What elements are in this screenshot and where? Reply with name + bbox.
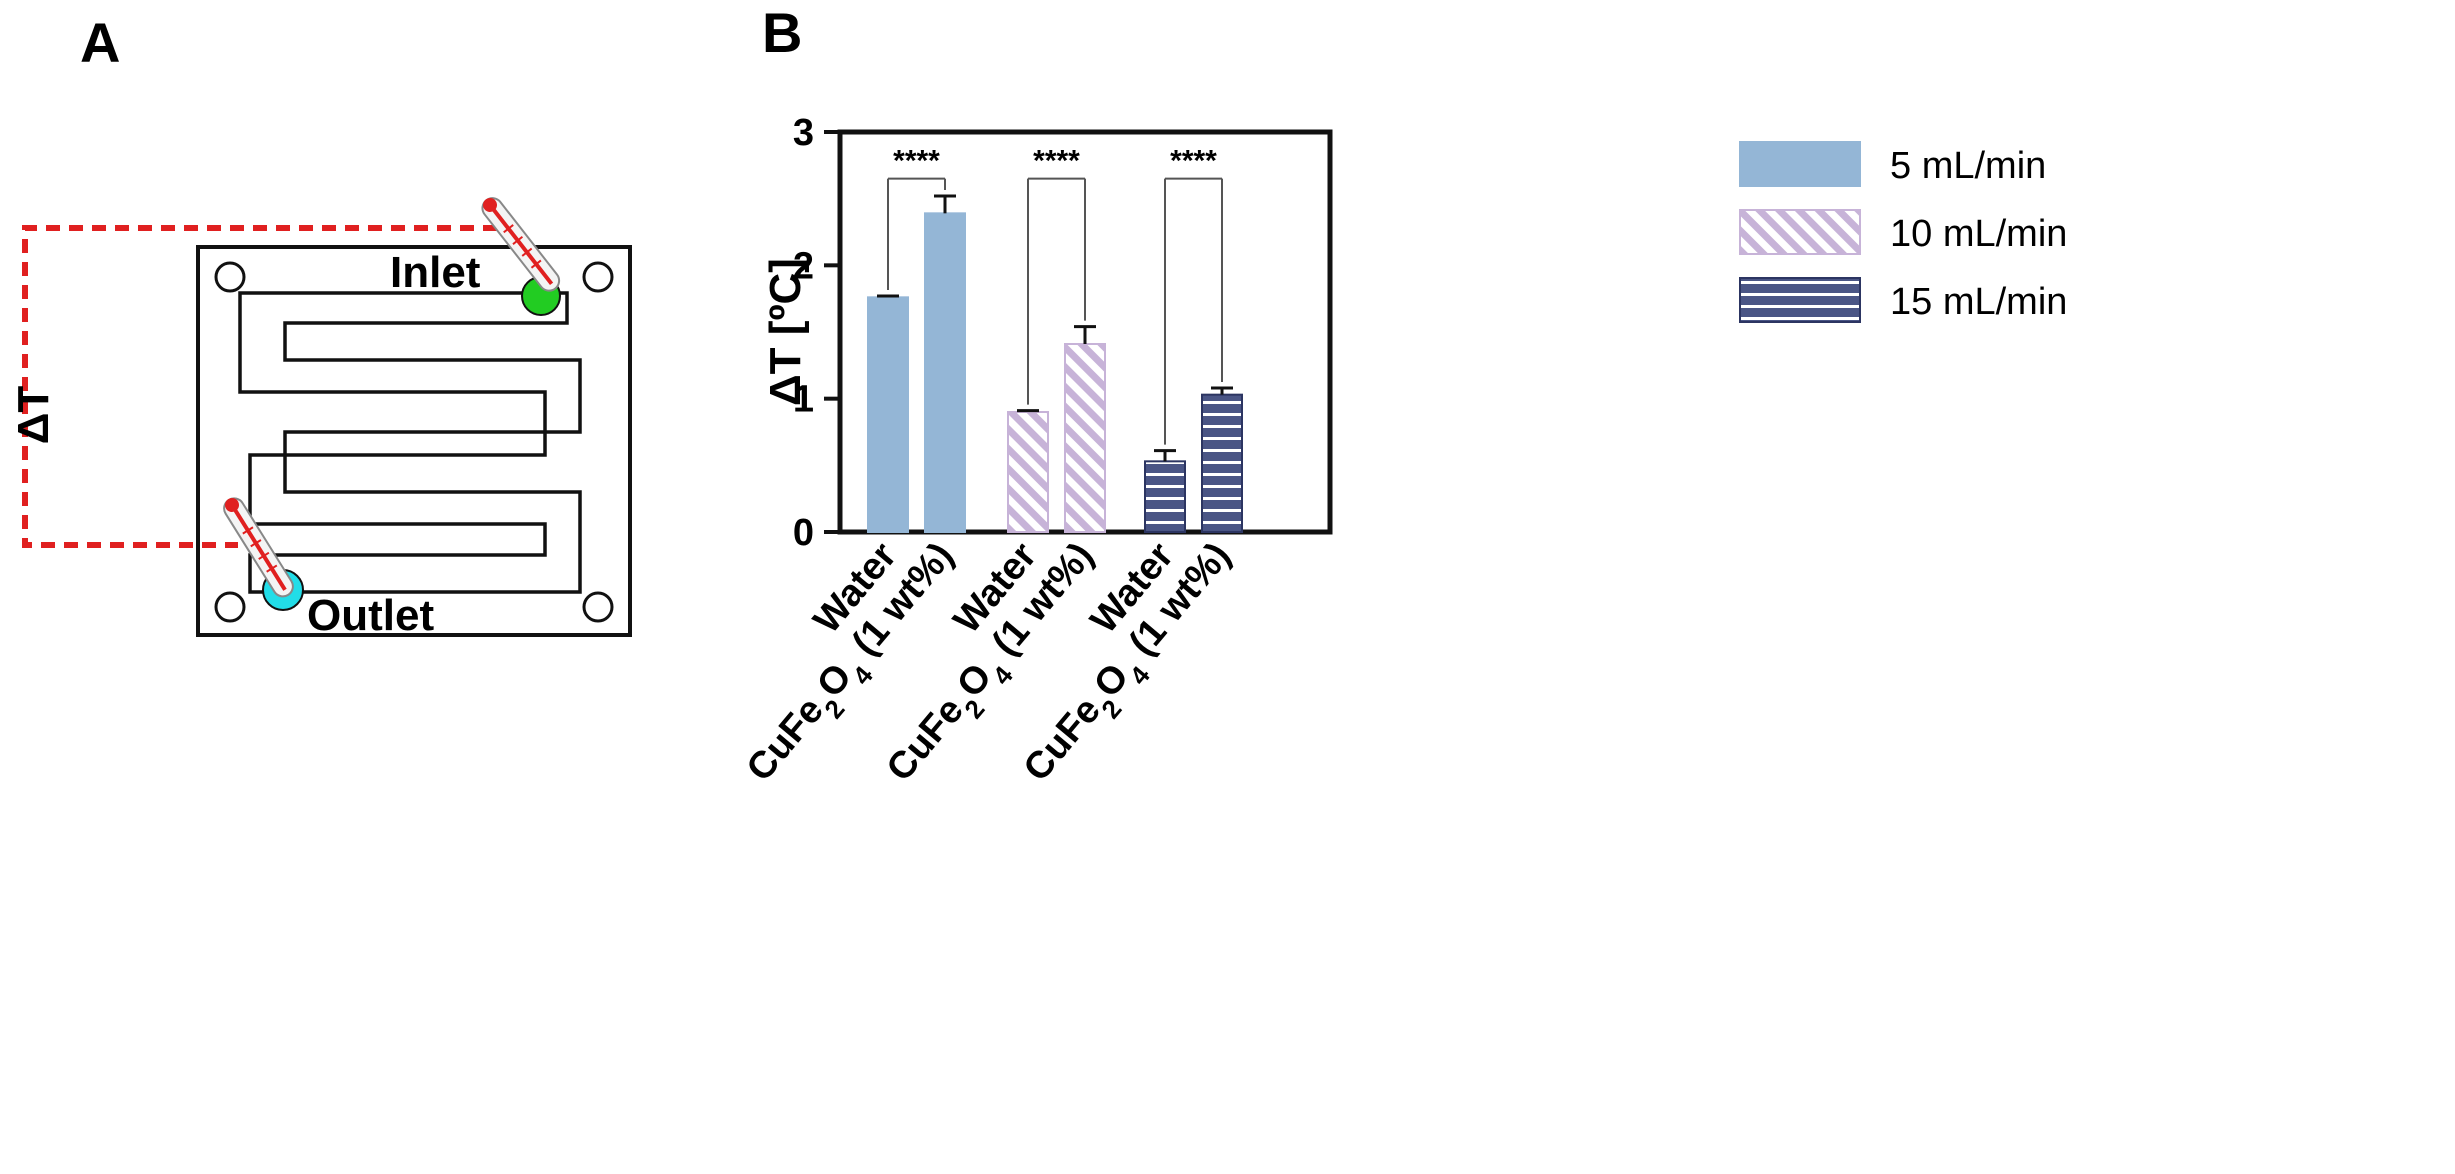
legend-swatch [1739,277,1861,323]
corner-hole [214,261,246,293]
corner-hole [214,591,246,623]
significance-label: **** [893,145,940,178]
significance-label: **** [1033,145,1080,178]
inlet-label: Inlet [390,248,481,297]
chart-legend: 5 mL/min 10 mL/min 15 mL/min [1739,141,2067,323]
outlet-label: Outlet [307,591,434,640]
y-tick-label: 2 [793,245,814,287]
delta-t-dashed-line [22,225,497,548]
bar [924,212,966,533]
legend-label: 10 mL/min [1890,213,2067,255]
significance-label: **** [1170,145,1217,178]
serpentine-channel [238,291,582,594]
bar [1064,343,1106,533]
corner-hole [582,591,614,623]
legend-label: 5 mL/min [1890,145,2046,187]
bar [1007,411,1049,533]
y-tick-label: 3 [793,112,814,154]
y-axis-title: ΔT [ºC] [761,258,810,406]
legend-swatch [1739,209,1861,255]
panel-a: A ΔT Inlet [9,11,632,640]
panel-a-label: A [80,11,120,74]
chip-outline [196,245,632,637]
legend-label: 15 mL/min [1890,281,2067,323]
panel-b-label: B [762,1,802,64]
delta-t-label: ΔT [9,386,58,445]
legend-swatch [1739,141,1861,187]
corner-hole [582,261,614,293]
inlet-thermometer-icon [481,197,561,292]
bar [1201,393,1243,533]
outlet-thermometer-icon [223,497,294,598]
y-tick-label: 1 [793,379,814,421]
bar [867,296,909,534]
y-tick-label: 0 [793,512,814,554]
bar [1144,460,1186,534]
